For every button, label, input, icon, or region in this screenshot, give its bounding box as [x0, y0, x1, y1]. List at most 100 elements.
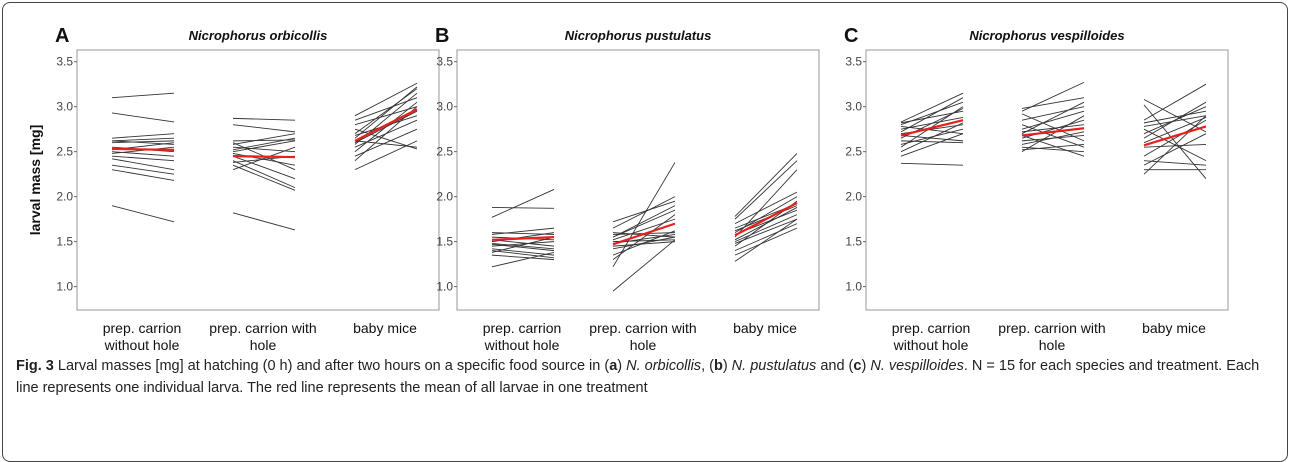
individual-line [1021, 144, 1085, 151]
individual-line [1021, 106, 1085, 121]
individual-line [232, 124, 296, 133]
caption-text: N. vespilloides [870, 358, 964, 374]
individual-line [900, 140, 964, 144]
individual-line [900, 122, 964, 153]
individual-line [111, 205, 175, 223]
individual-line [354, 88, 418, 135]
individual-line [232, 164, 296, 191]
individual-line [232, 212, 296, 231]
caption-text: ) [722, 358, 732, 374]
individual-line [734, 153, 798, 217]
individual-line [734, 223, 798, 252]
individual-line [612, 205, 676, 238]
plot-frame [76, 49, 440, 311]
caption-text: N. pustulatus [731, 358, 817, 374]
individual-line [734, 169, 798, 238]
individual-line [1143, 133, 1207, 166]
individual-line [1143, 104, 1207, 179]
y-tick-label: 2.0 [56, 190, 73, 204]
y-tick-label: 3.5 [845, 55, 862, 69]
mean-line [354, 108, 418, 142]
individual-line [111, 158, 175, 171]
individual-line [354, 140, 418, 148]
individual-line [900, 97, 964, 133]
individual-line [111, 169, 175, 181]
plot-frame [865, 49, 1229, 311]
individual-line [734, 227, 798, 256]
y-tick-label: 2.5 [845, 145, 862, 159]
y-tick-label: 3.0 [436, 100, 453, 114]
individual-line [491, 250, 555, 259]
individual-line [1143, 83, 1207, 121]
panel-label: A [55, 25, 69, 47]
individual-line [491, 227, 555, 235]
mean-line [111, 147, 175, 151]
y-tick-label: 3.5 [56, 55, 73, 69]
individual-line [491, 206, 555, 209]
individual-line [734, 191, 798, 225]
individual-line [354, 86, 418, 139]
individual-line [900, 101, 964, 126]
y-tick-label: 2.5 [436, 145, 453, 159]
individual-line [111, 92, 175, 99]
individual-line [232, 133, 296, 145]
y-tick-label: 1.5 [56, 235, 73, 249]
x-tick-label: prep. carrion with hole [998, 320, 1106, 353]
caption-text: Fig. 3 [16, 358, 54, 374]
caption: Fig. 3 Larval masses [mg] at hatching (0… [16, 355, 1271, 399]
y-tick-label: 1.0 [436, 280, 453, 294]
caption-text: , ( [701, 358, 714, 374]
individual-line [612, 209, 676, 238]
individual-line [612, 239, 676, 292]
individual-line [491, 254, 555, 261]
panel-label: B [435, 25, 449, 47]
individual-line [491, 242, 555, 250]
mean-line [612, 222, 676, 246]
individual-line [1143, 115, 1207, 127]
individual-line [612, 241, 676, 247]
caption-text: c [853, 358, 862, 374]
plot-frame [456, 49, 820, 311]
individual-line [232, 140, 296, 153]
individual-line [1143, 160, 1207, 166]
individual-line [900, 92, 964, 123]
individual-line [354, 101, 418, 153]
caption-text: . N = 15 for each species and treatment.… [16, 358, 1260, 396]
individual-line [1143, 119, 1207, 157]
individual-line [491, 251, 555, 268]
individual-line [612, 162, 676, 268]
individual-line [1143, 144, 1207, 148]
individual-line [111, 137, 175, 142]
y-tick-label: 2.0 [845, 190, 862, 204]
y-tick-label: 2.5 [56, 145, 73, 159]
mean-line [734, 201, 798, 237]
y-tick-label: 1.5 [436, 235, 453, 249]
individual-line [1143, 115, 1207, 175]
individual-line [1021, 101, 1085, 135]
y-tick-label: 1.0 [845, 280, 862, 294]
caption-text: N. orbicollis [626, 358, 702, 374]
individual-line [612, 214, 676, 260]
caption-text: ) [617, 358, 627, 374]
individual-line [1021, 135, 1085, 157]
caption-text: and ( [816, 358, 854, 374]
y-axis-label: larval mass [mg] [27, 125, 43, 236]
individual-line [900, 162, 964, 166]
individual-line [1021, 81, 1085, 112]
x-tick-label: prep. carrion without hole [102, 320, 182, 353]
caption-text: a [609, 358, 618, 374]
y-tick-label: 3.0 [845, 100, 862, 114]
mean-line [1021, 127, 1085, 137]
mean-line [900, 119, 964, 137]
individual-line [111, 133, 175, 139]
x-tick-label: baby mice [733, 320, 797, 336]
individual-line [354, 82, 418, 117]
y-tick-label: 2.0 [436, 190, 453, 204]
individual-line [491, 189, 555, 218]
individual-line [232, 155, 296, 180]
individual-line [354, 140, 418, 171]
individual-line [111, 112, 175, 123]
y-tick-label: 1.0 [56, 280, 73, 294]
individual-line [491, 241, 555, 247]
